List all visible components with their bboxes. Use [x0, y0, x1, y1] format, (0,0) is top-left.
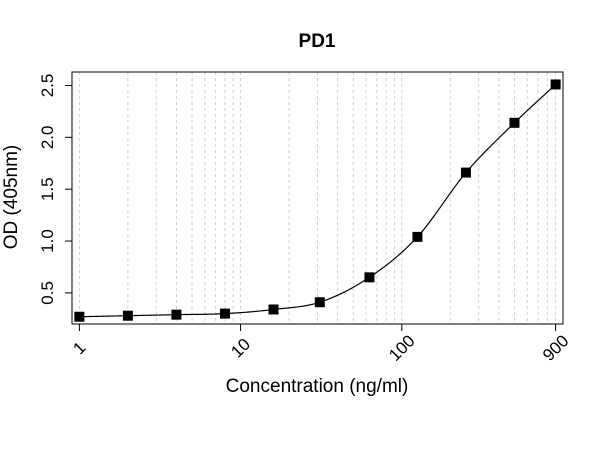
y-tick-label: 2.5	[38, 74, 57, 98]
y-tick-label: 1.0	[38, 229, 57, 253]
data-points	[74, 79, 561, 322]
data-point	[412, 231, 423, 242]
data-point	[171, 309, 182, 320]
y-tick-label: 1.5	[38, 177, 57, 201]
data-point	[509, 117, 520, 128]
y-tick-label: 2.0	[38, 126, 57, 150]
x-tick-label: 100	[385, 331, 418, 364]
x-axis: 1 10 100 900	[69, 324, 572, 365]
data-point	[364, 272, 375, 283]
chart-title: PD1	[299, 31, 336, 52]
x-tick-label: 900	[539, 331, 572, 364]
y-tick-label: 0.5	[38, 281, 57, 305]
plot-frame	[71, 71, 564, 325]
y-axis-label: OD (405nm)	[1, 145, 22, 250]
y-axis: 0.5 1.0 1.5 2.0 2.5	[38, 74, 72, 305]
grid-layer	[78, 72, 557, 324]
x-axis-label: Concentration (ng/ml)	[226, 376, 409, 397]
data-point	[460, 167, 471, 178]
data-point	[74, 311, 85, 322]
x-tick-label: 1	[69, 338, 89, 358]
data-point	[314, 297, 325, 308]
data-point	[550, 79, 561, 90]
data-point	[268, 304, 279, 315]
data-point	[219, 308, 230, 319]
x-tick-label: 10	[227, 335, 254, 362]
data-point	[122, 310, 133, 321]
